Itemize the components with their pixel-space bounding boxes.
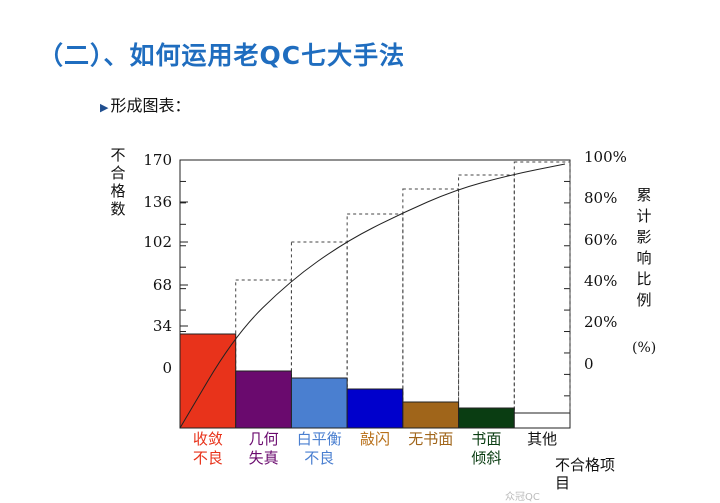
bar bbox=[290, 377, 348, 429]
right-axis-label-char: 响 bbox=[636, 249, 651, 267]
watermark: 众冠QC bbox=[505, 492, 540, 503]
right-tick-label: 80% bbox=[584, 189, 617, 207]
cumulative-step-box bbox=[290, 241, 348, 429]
bar bbox=[402, 401, 460, 429]
left-tick-label: 0 bbox=[162, 359, 172, 377]
left-tick-label: 136 bbox=[143, 193, 172, 211]
bullet-text: 形成图表： bbox=[110, 96, 191, 115]
right-axis-label-char: 比 bbox=[636, 270, 651, 288]
bar bbox=[346, 388, 404, 429]
right-axis-label-char: 例 bbox=[636, 291, 651, 309]
cumulative-step-box bbox=[458, 174, 515, 429]
right-axis-label-char: 影 bbox=[636, 228, 651, 246]
x-axis-label: 目 bbox=[555, 474, 570, 492]
right-tick-label: 20% bbox=[584, 313, 617, 331]
category-label: 不良 bbox=[304, 449, 334, 467]
bar-series bbox=[179, 333, 571, 429]
right-axis-label-char: 计 bbox=[636, 207, 651, 225]
category-label: 其他 bbox=[527, 430, 557, 448]
right-tick-label: 60% bbox=[584, 231, 617, 249]
bullet-triangle-icon: ▶ bbox=[100, 101, 109, 114]
category-label: 失真 bbox=[249, 449, 279, 467]
right-tick-label: 0 bbox=[584, 355, 594, 373]
left-tick-label: 34 bbox=[153, 317, 172, 335]
left-axis-label-char: 格 bbox=[110, 182, 125, 200]
left-tick-label: 68 bbox=[153, 276, 172, 294]
category-label: 收敛 bbox=[193, 430, 223, 448]
left-axis-label-char: 合 bbox=[110, 164, 125, 182]
cumulative-line bbox=[179, 163, 566, 429]
category-label: 书面 bbox=[471, 430, 501, 448]
bar bbox=[458, 407, 515, 429]
cumulative-step-box bbox=[402, 188, 460, 429]
x-axis-label: 不合格项 bbox=[555, 456, 615, 474]
right-axis-unit: (%) bbox=[632, 340, 656, 356]
cumulative-step-box bbox=[513, 161, 571, 429]
slide-title: （二）、如何运用老QC七大手法 bbox=[38, 41, 406, 70]
bar bbox=[235, 370, 292, 429]
right-tick-label: 40% bbox=[584, 272, 617, 290]
category-label: 白平衡 bbox=[297, 430, 342, 448]
left-axis-label-char: 不 bbox=[110, 146, 125, 164]
cumulative-curve bbox=[179, 163, 566, 429]
category-label: 无书面 bbox=[408, 430, 453, 448]
category-label: 敲闪 bbox=[360, 430, 390, 448]
left-tick-label: 170 bbox=[143, 151, 172, 169]
category-label: 几何 bbox=[249, 430, 279, 448]
left-axis-label-char: 数 bbox=[110, 200, 125, 218]
bar bbox=[513, 412, 571, 429]
right-tick-label: 100% bbox=[584, 148, 627, 166]
right-axis-label-char: 累 bbox=[636, 186, 651, 204]
left-tick-label: 102 bbox=[143, 233, 172, 251]
bullet-item: ▶ 形成图表： bbox=[100, 92, 190, 116]
category-label: 倾斜 bbox=[471, 449, 501, 467]
category-label: 不良 bbox=[193, 449, 223, 467]
